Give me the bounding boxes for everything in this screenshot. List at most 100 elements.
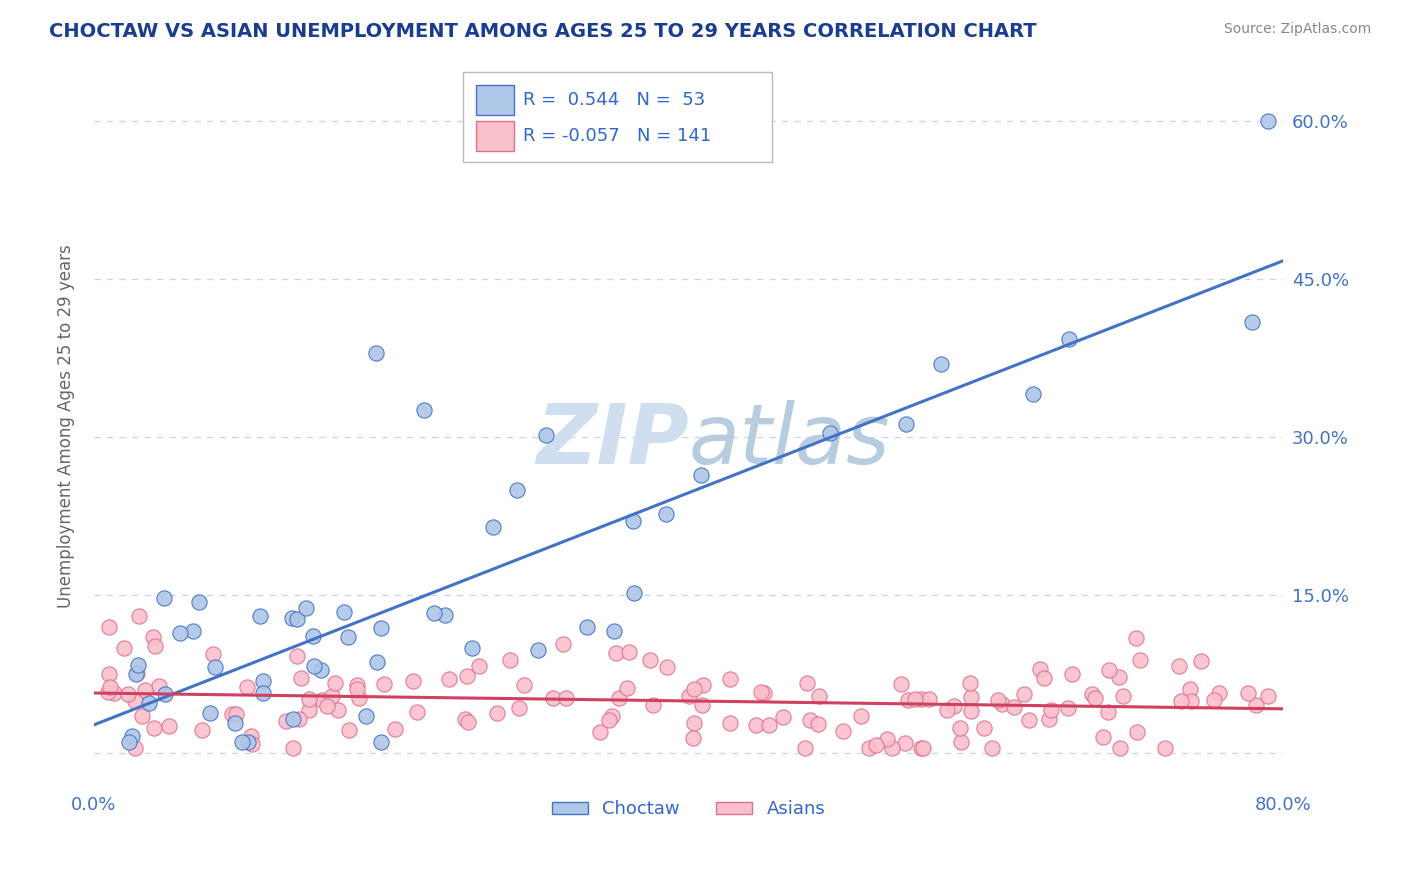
Point	[893, 736, 915, 750]
Point	[980, 740, 1002, 755]
Point	[191, 723, 214, 737]
Point	[890, 677, 912, 691]
Point	[960, 690, 983, 705]
Point	[589, 725, 612, 739]
Point	[718, 672, 741, 686]
Point	[910, 740, 932, 755]
Point	[157, 719, 180, 733]
Point	[683, 716, 706, 731]
Point	[236, 680, 259, 694]
Point	[851, 709, 873, 723]
Point	[406, 705, 429, 719]
Point	[1062, 667, 1084, 681]
Point	[118, 735, 141, 749]
Point	[600, 708, 623, 723]
Point	[97, 666, 120, 681]
Point	[950, 735, 973, 749]
Point	[301, 629, 323, 643]
Point	[555, 690, 578, 705]
Point	[437, 673, 460, 687]
Point	[337, 723, 360, 738]
Point	[112, 640, 135, 655]
Point	[457, 715, 479, 730]
Point	[169, 626, 191, 640]
Point	[973, 721, 995, 735]
Point	[754, 686, 776, 700]
Point	[897, 693, 920, 707]
Point	[412, 403, 434, 417]
Point	[285, 612, 308, 626]
Point	[1059, 332, 1081, 346]
Point	[1154, 740, 1177, 755]
Point	[287, 712, 309, 726]
Point	[749, 685, 772, 699]
Point	[323, 676, 346, 690]
Point	[125, 665, 148, 680]
Point	[198, 706, 221, 721]
Point	[321, 689, 343, 703]
Point	[298, 703, 321, 717]
Point	[346, 678, 368, 692]
Point	[295, 600, 318, 615]
Point	[654, 507, 676, 521]
Text: Source: ZipAtlas.com: Source: ZipAtlas.com	[1223, 22, 1371, 37]
Point	[1033, 671, 1056, 685]
Point	[311, 693, 333, 707]
Point	[302, 659, 325, 673]
Legend: Choctaw, Asians: Choctaw, Asians	[544, 793, 832, 825]
Point	[456, 669, 478, 683]
Point	[453, 712, 475, 726]
Point	[678, 689, 700, 703]
Point	[1202, 693, 1225, 707]
Text: atlas: atlas	[689, 401, 890, 482]
Point	[831, 724, 853, 739]
Point	[1168, 659, 1191, 673]
Point	[280, 610, 302, 624]
Point	[894, 417, 917, 432]
Point	[281, 712, 304, 726]
Text: ZIP: ZIP	[536, 401, 689, 482]
Point	[605, 646, 627, 660]
Point	[373, 677, 395, 691]
Point	[1081, 687, 1104, 701]
Point	[616, 681, 638, 696]
Point	[249, 609, 271, 624]
Point	[758, 718, 780, 732]
Point	[690, 698, 713, 712]
Point	[1178, 681, 1201, 696]
Point	[991, 697, 1014, 711]
Point	[602, 624, 624, 638]
Point	[1040, 704, 1063, 718]
Point	[949, 722, 972, 736]
Point	[142, 630, 165, 644]
Point	[124, 740, 146, 755]
Point	[231, 735, 253, 749]
Point	[541, 691, 564, 706]
Point	[356, 709, 378, 723]
Point	[117, 687, 139, 701]
Point	[188, 595, 211, 609]
Point	[460, 641, 482, 656]
Point	[384, 722, 406, 736]
Y-axis label: Unemployment Among Ages 25 to 29 years: Unemployment Among Ages 25 to 29 years	[58, 244, 75, 608]
Point	[959, 704, 981, 718]
Point	[1018, 713, 1040, 727]
Point	[297, 691, 319, 706]
Point	[366, 345, 388, 359]
Point	[513, 678, 536, 692]
Point	[1038, 712, 1060, 726]
Point	[808, 689, 831, 703]
Point	[807, 717, 830, 731]
Point	[1128, 653, 1150, 667]
Point	[912, 740, 935, 755]
Point	[221, 707, 243, 722]
Point	[918, 692, 941, 706]
Point	[682, 731, 704, 745]
Point	[793, 740, 815, 755]
Point	[880, 740, 903, 755]
Point	[1236, 685, 1258, 699]
Point	[422, 606, 444, 620]
Point	[290, 671, 312, 685]
Point	[281, 740, 304, 755]
Point	[553, 637, 575, 651]
